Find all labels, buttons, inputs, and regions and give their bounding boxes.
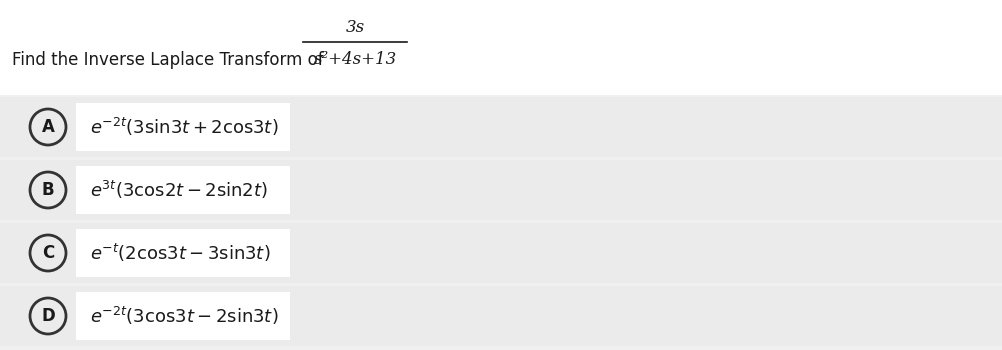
- Text: $e^{-2t}$$(3\mathrm{sin}3t+2\mathrm{cos}3t)$: $e^{-2t}$$(3\mathrm{sin}3t+2\mathrm{cos}…: [90, 116, 279, 138]
- Text: D: D: [41, 307, 55, 325]
- Text: s²+4s+13: s²+4s+13: [314, 51, 397, 69]
- Text: $e^{-t}$$(2\mathrm{cos}3t-3\mathrm{sin}3t)$: $e^{-t}$$(2\mathrm{cos}3t-3\mathrm{sin}3…: [90, 242, 271, 264]
- Text: A: A: [41, 118, 54, 136]
- Text: $e^{-2t}$$(3\mathrm{cos}3t-2\mathrm{sin}3t)$: $e^{-2t}$$(3\mathrm{cos}3t-2\mathrm{sin}…: [90, 305, 279, 327]
- FancyBboxPatch shape: [76, 229, 290, 277]
- FancyBboxPatch shape: [0, 97, 1002, 157]
- FancyBboxPatch shape: [0, 223, 1002, 283]
- FancyBboxPatch shape: [76, 292, 290, 340]
- Text: B: B: [42, 181, 54, 199]
- FancyBboxPatch shape: [0, 286, 1002, 346]
- Text: C: C: [42, 244, 54, 262]
- FancyBboxPatch shape: [0, 0, 1002, 95]
- Text: Find the Inverse Laplace Transform of: Find the Inverse Laplace Transform of: [12, 51, 324, 69]
- Text: $e^{3t}$$(3\mathrm{cos}2t-2\mathrm{sin}2t)$: $e^{3t}$$(3\mathrm{cos}2t-2\mathrm{sin}2…: [90, 179, 268, 201]
- FancyBboxPatch shape: [76, 103, 290, 151]
- Text: 3s: 3s: [346, 20, 365, 36]
- FancyBboxPatch shape: [0, 160, 1002, 220]
- FancyBboxPatch shape: [76, 166, 290, 214]
